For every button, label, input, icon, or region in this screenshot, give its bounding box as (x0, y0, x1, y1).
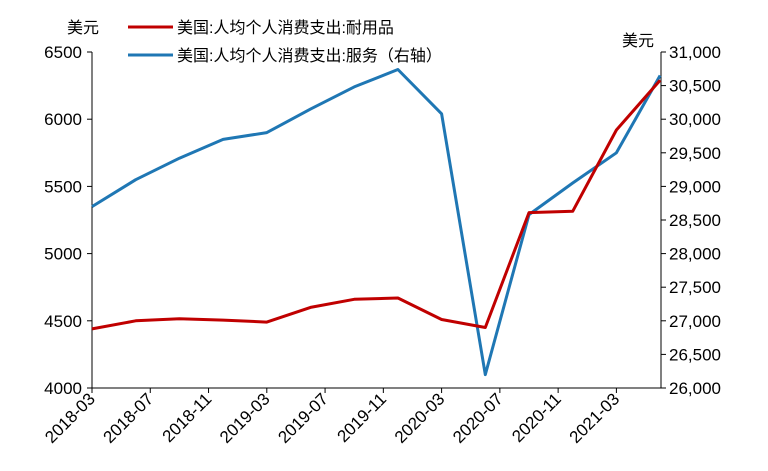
right-y-tick-label: 29,000 (669, 177, 721, 196)
x-tick-label: 2020-07 (449, 389, 507, 447)
right-y-tick-label: 27,500 (669, 278, 721, 297)
x-tick-label: 2021-03 (566, 389, 624, 447)
right-y-tick-label: 28,500 (669, 211, 721, 230)
x-tick-label: 2019-07 (274, 389, 332, 447)
right-y-tick-label: 29,500 (669, 144, 721, 163)
x-tick-label: 2020-03 (391, 389, 449, 447)
x-tick-label: 2018-07 (100, 389, 158, 447)
left-y-tick-label: 5000 (44, 245, 82, 264)
right-y-ticks: 26,000 26,500 27,000 27,500 28,000 28,500 29,0… (661, 43, 721, 398)
legend-label-durable-goods: 美国:人均个人消费支出:耐用品 (177, 19, 394, 37)
left-axis-unit: 美元 (67, 19, 99, 37)
right-y-tick-label: 30,500 (669, 77, 721, 96)
left-y-tick-label: 5500 (44, 177, 82, 196)
x-tick-label: 2019-11 (333, 389, 390, 446)
right-y-tick-label: 26,500 (669, 345, 721, 364)
right-y-tick-label: 27,000 (669, 312, 721, 331)
left-y-tick-label: 4500 (44, 312, 82, 331)
right-y-tick-label: 28,000 (669, 245, 721, 264)
legend-label-services: 美国:人均个人消费支出:服务（右轴） (177, 47, 442, 65)
x-tick-label: 2018-03 (41, 389, 99, 447)
right-axis-unit: 美元 (622, 32, 654, 50)
left-y-ticks: 4000 4500 5000 5500 6000 6500 (44, 43, 92, 398)
left-y-tick-label: 4000 (44, 379, 82, 398)
right-y-tick-label: 31,000 (669, 43, 721, 62)
x-ticks: 2018-03 2018-07 2018-11 2019-03 2019-07 2019-… (41, 388, 623, 447)
x-tick-label: 2019-03 (216, 389, 274, 447)
x-tick-label: 2020-11 (508, 389, 565, 446)
series-line-durable-goods (91, 79, 662, 331)
series-line-services (91, 68, 662, 377)
right-y-tick-label: 26,000 (669, 379, 721, 398)
right-y-tick-label: 30,000 (669, 110, 721, 129)
left-y-tick-label: 6000 (44, 110, 82, 129)
left-y-tick-label: 6500 (44, 43, 82, 62)
legend: 美国:人均个人消费支出:耐用品 美国:人均个人消费支出:服务（右轴） (128, 19, 442, 65)
x-tick-label: 2018-11 (159, 389, 216, 446)
